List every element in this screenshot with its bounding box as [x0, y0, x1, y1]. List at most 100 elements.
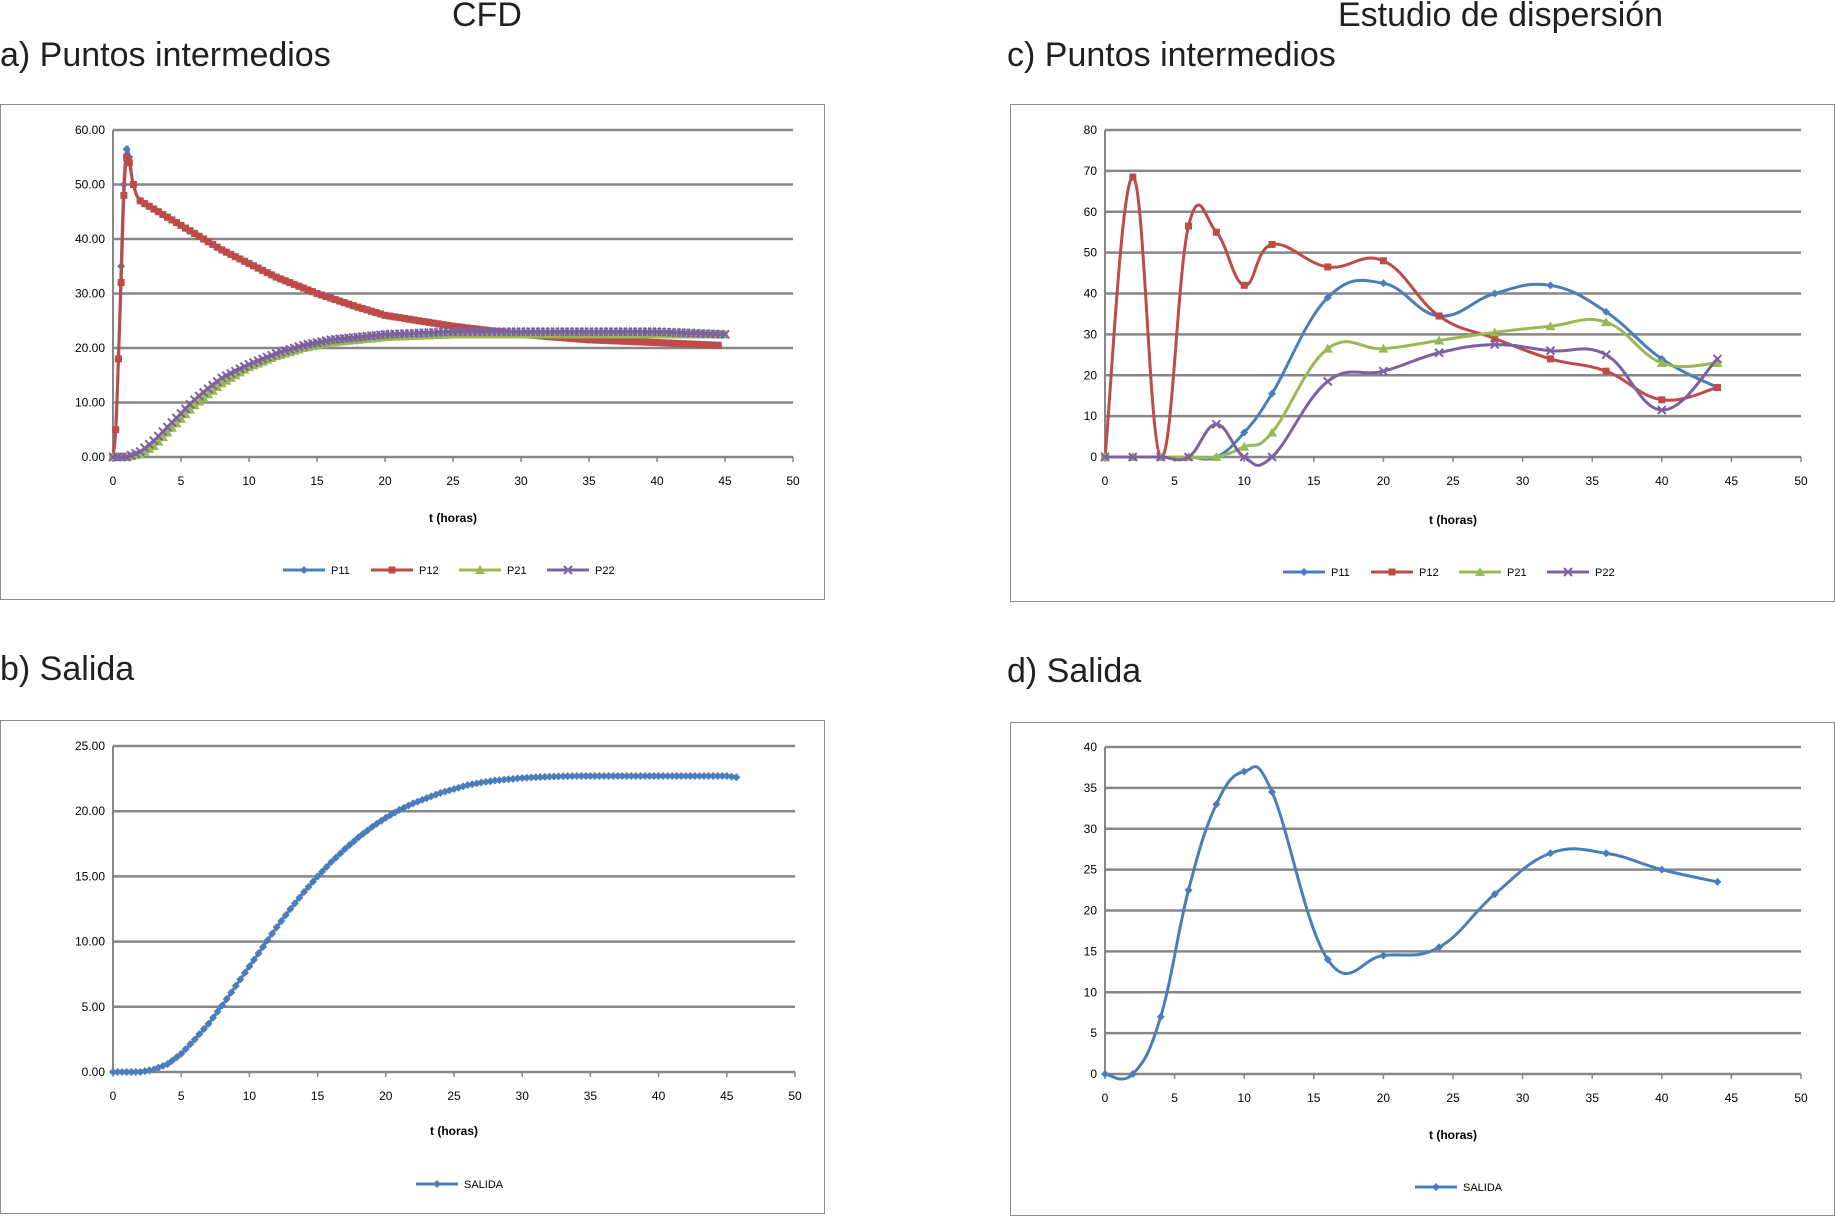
- data-point-salida: [413, 797, 422, 806]
- x-tick-label: 20: [1377, 474, 1391, 488]
- data-point-salida: [227, 988, 236, 997]
- legend-label: P11: [1331, 567, 1350, 579]
- data-point-p12: [420, 318, 428, 326]
- data-point-salida: [254, 949, 263, 958]
- data-point-salida: [1240, 767, 1249, 776]
- data-point-p11: [1379, 279, 1388, 288]
- data-point-p21: [203, 389, 214, 399]
- data-point-p12: [695, 340, 703, 348]
- data-point-p12: [213, 243, 221, 251]
- data-point-salida: [568, 772, 577, 781]
- data-point-salida: [186, 1040, 195, 1049]
- data-point-salida: [322, 862, 331, 871]
- data-point-p12: [1546, 355, 1554, 363]
- data-point-p12: [367, 307, 375, 315]
- y-tick-label: 20.00: [75, 341, 105, 355]
- chart-c: 0 10 20 30 40 50 60 70 80 0 5 10 15 20 25 30 35 40 45 50 t (…: [1084, 123, 1808, 579]
- x-tick-label: 35: [1586, 474, 1600, 488]
- x-tick-label: 15: [310, 474, 324, 488]
- data-point-salida: [231, 981, 240, 990]
- data-point-salida: [1212, 800, 1221, 809]
- x-tick-label: 15: [311, 1089, 325, 1103]
- legend-marker: [475, 565, 485, 574]
- data-point-p12: [231, 253, 239, 261]
- data-point-p12: [585, 336, 593, 344]
- series-line-p11: [1104, 278, 1719, 461]
- data-point-salida: [436, 788, 445, 797]
- data-point-p12: [400, 314, 408, 322]
- data-point-p12: [123, 153, 131, 161]
- data-point-salida: [340, 845, 349, 854]
- data-point-p12: [410, 316, 418, 324]
- x-tick-label: 0: [110, 474, 117, 488]
- data-point-p12: [145, 202, 153, 210]
- data-point-p22: [1128, 452, 1138, 462]
- data-point-p12: [159, 210, 167, 218]
- data-point-p12: [141, 200, 149, 208]
- data-point-salida: [727, 772, 736, 781]
- chart-a: 0.00 10.00 20.00 30.00 40.00 50.00 60.00 0 5 10 15…: [75, 123, 800, 577]
- data-point-p12: [277, 275, 285, 283]
- data-point-p12: [163, 213, 171, 221]
- data-point-salida: [695, 771, 704, 780]
- data-point-salida: [522, 773, 531, 782]
- data-point-salida: [559, 772, 568, 781]
- data-point-p12: [318, 291, 326, 299]
- legend-label: P12: [1419, 567, 1439, 579]
- data-point-salida: [240, 968, 249, 977]
- data-point-p21: [1211, 452, 1222, 461]
- data-point-p12: [245, 260, 253, 268]
- y-tick-label: 0: [1090, 1067, 1097, 1081]
- data-point-salida: [1128, 1070, 1137, 1078]
- data-point-salida: [1184, 886, 1193, 895]
- column-title-dispersion: Estudio de dispersión: [1338, 0, 1664, 34]
- data-point-salida: [636, 771, 645, 780]
- x-tick-label: 25: [447, 1089, 461, 1103]
- data-point-salida: [218, 1001, 227, 1010]
- data-point-salida: [700, 771, 709, 780]
- data-point-p11: [1490, 289, 1499, 298]
- data-point-p12: [259, 266, 267, 274]
- data-point-p21: [1545, 321, 1556, 331]
- legend-item-p22: P22: [547, 565, 615, 577]
- data-point-p22: [1601, 350, 1611, 360]
- data-point-p12: [629, 338, 637, 346]
- legend-item-p12: P12: [1371, 567, 1439, 579]
- data-point-salida: [504, 775, 513, 784]
- data-point-p12: [386, 312, 394, 320]
- data-point-salida: [304, 882, 313, 891]
- data-point-salida: [381, 813, 390, 822]
- data-point-p12: [381, 311, 389, 319]
- data-point-salida: [209, 1013, 218, 1022]
- data-point-p12: [658, 339, 666, 347]
- data-point-p12: [634, 338, 642, 346]
- data-point-p12: [624, 337, 632, 345]
- x-tick-label: 50: [1794, 474, 1808, 488]
- data-point-p22: [1434, 348, 1444, 358]
- data-point-p22: [239, 361, 250, 372]
- y-tick-label: 20: [1084, 368, 1098, 382]
- legend-label: P11: [331, 565, 350, 577]
- x-tick-label: 45: [1725, 1091, 1739, 1105]
- data-point-p12: [434, 320, 442, 328]
- data-point-p21: [1489, 327, 1500, 337]
- data-point-salida: [345, 841, 354, 850]
- data-point-salida: [409, 799, 418, 808]
- data-point-p12: [154, 208, 162, 216]
- data-point-p12: [308, 288, 316, 296]
- data-point-salida: [595, 771, 604, 780]
- y-tick-label: 60.00: [75, 123, 105, 137]
- x-axis-label: t (horas): [429, 511, 477, 525]
- data-point-salida: [1546, 849, 1555, 858]
- data-point-salida: [481, 777, 490, 786]
- data-point-p21: [1434, 335, 1445, 345]
- legend-label: P12: [419, 565, 439, 577]
- data-point-salida: [1101, 1070, 1109, 1078]
- legend-item-p21: P21: [1459, 567, 1527, 579]
- data-point-p21: [198, 392, 209, 402]
- data-point-p12: [372, 309, 380, 317]
- data-point-salida: [663, 771, 672, 780]
- data-point-salida: [609, 771, 618, 780]
- data-point-salida: [581, 771, 590, 780]
- data-point-salida: [650, 771, 659, 780]
